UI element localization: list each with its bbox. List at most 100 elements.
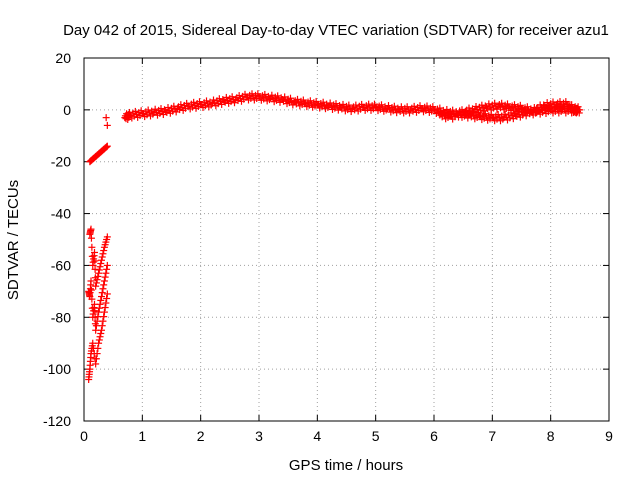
data-point [491, 99, 499, 107]
data-point [369, 105, 377, 113]
data-point [428, 107, 436, 115]
y-tick-label: 0 [63, 102, 71, 118]
data-point [289, 101, 297, 109]
data-point [557, 107, 565, 115]
data-point [334, 106, 342, 114]
data-point [97, 259, 105, 267]
tick-labels: 0 1 2 3 4 5 6 7 8 9 20 0 -20 -40 -60 -80 -100 -120 [43, 50, 613, 444]
axis-ticks [83, 57, 610, 422]
data-point [94, 272, 102, 280]
data-point [95, 304, 103, 312]
data-point [253, 94, 261, 102]
data-point [101, 304, 109, 312]
data-point [352, 101, 360, 109]
data-point [347, 108, 355, 116]
data-point [100, 247, 108, 255]
data-point [101, 144, 109, 152]
y-tick-label: -100 [43, 361, 71, 377]
data-point [101, 273, 109, 281]
data-point [103, 294, 111, 302]
data-point [98, 289, 106, 297]
data-point [95, 266, 103, 274]
data-point [100, 277, 108, 285]
x-axis-label: GPS time / hours [289, 457, 403, 474]
data-point [93, 350, 101, 358]
data-point [87, 226, 95, 234]
data-point [516, 101, 524, 109]
plot-frame [83, 57, 610, 422]
y-tick-label: -20 [51, 154, 71, 170]
data-point [203, 97, 210, 105]
data-point [345, 101, 353, 109]
data-point [311, 102, 319, 110]
data-point [562, 98, 570, 106]
data-point [100, 313, 108, 321]
data-point [102, 114, 110, 122]
data-point [88, 295, 96, 303]
series-upper-arc [86, 142, 111, 166]
x-tick-label: 6 [430, 428, 438, 444]
data-point [493, 105, 501, 113]
y-tick-label: -40 [51, 206, 71, 222]
data-point [512, 111, 520, 119]
data-point [445, 109, 453, 117]
data-point [98, 326, 105, 334]
data-point [222, 93, 230, 101]
data-point [98, 256, 105, 264]
data-point [91, 307, 99, 315]
data-point [87, 281, 95, 289]
data-point [266, 96, 273, 104]
data-point [103, 261, 111, 269]
data-point [572, 105, 580, 113]
data-point [346, 104, 354, 112]
data-point [324, 103, 332, 111]
y-tick-label: -120 [43, 413, 71, 429]
data-point [99, 317, 107, 325]
data-point [88, 243, 96, 251]
data-point [151, 105, 159, 113]
data-point [486, 115, 494, 123]
data-point [99, 250, 107, 258]
data-point [102, 143, 110, 151]
data-point [93, 276, 101, 284]
data-point [97, 329, 105, 337]
series-early-spike [102, 114, 111, 129]
data-point [99, 285, 107, 293]
data-point [87, 234, 95, 242]
data-point [86, 368, 94, 376]
data-point [504, 100, 511, 108]
data-point [543, 99, 551, 107]
x-tick-label: 1 [138, 428, 146, 444]
data-point [527, 105, 535, 113]
x-tick-label: 0 [80, 428, 88, 444]
x-tick-label: 9 [605, 428, 613, 444]
data-point [100, 281, 108, 289]
data-point [492, 102, 500, 110]
data-point [299, 96, 307, 104]
x-tick-label: 3 [255, 428, 263, 444]
data-point [103, 143, 111, 151]
data-point [494, 111, 502, 119]
data-point [157, 105, 165, 113]
series-low-cluster-b [85, 261, 111, 334]
data-point [90, 304, 98, 312]
data-point [92, 355, 100, 363]
data-point [404, 106, 412, 114]
data-point [96, 263, 104, 271]
data-point [277, 94, 285, 102]
data-point [382, 106, 390, 114]
data-point [100, 308, 108, 316]
data-point [190, 98, 198, 106]
data-point [103, 290, 111, 298]
data-point [485, 100, 493, 108]
data-point [131, 107, 139, 115]
data-point [98, 322, 106, 330]
data-point [103, 236, 111, 243]
x-tick-label: 8 [547, 428, 555, 444]
series-low-cluster-a [86, 225, 111, 290]
data-point [94, 344, 102, 352]
data-point [103, 121, 111, 129]
series-main-scatter [436, 98, 581, 123]
data-point [381, 103, 389, 111]
